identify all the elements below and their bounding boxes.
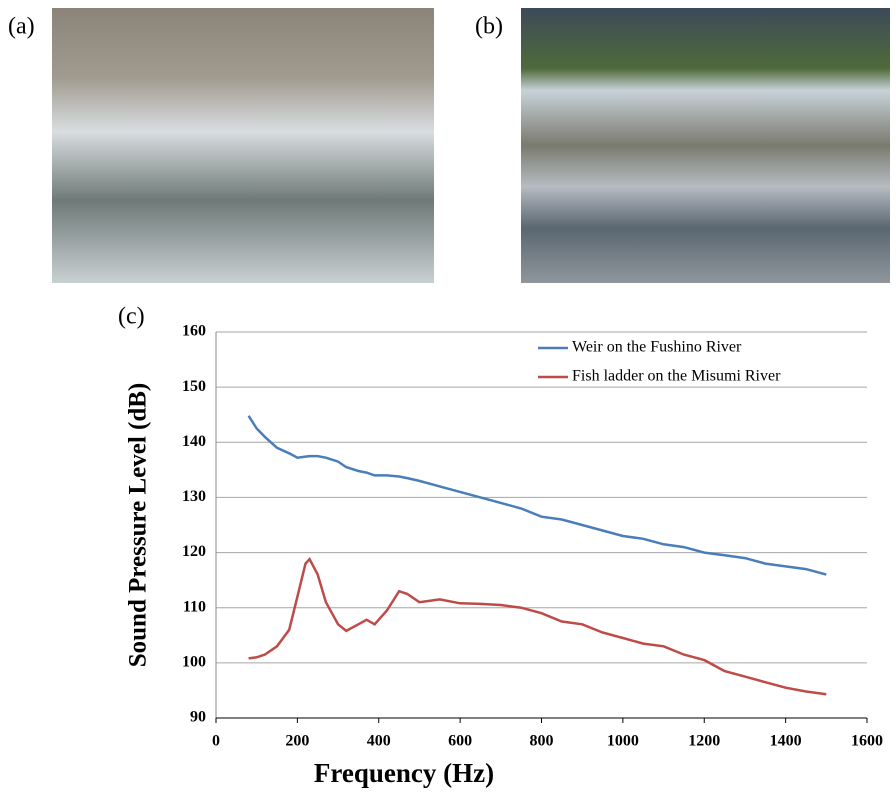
legend-label: Fish ladder on the Misumi River — [572, 368, 781, 385]
y-tick-label: 120 — [182, 543, 206, 560]
x-tick-label: 600 — [448, 733, 472, 750]
x-tick-label: 1200 — [688, 733, 720, 750]
y-tick-label: 160 — [182, 323, 206, 340]
x-tick-label: 800 — [530, 733, 554, 750]
panel-label: (b) — [475, 14, 503, 40]
x-tick-label: 1000 — [607, 733, 639, 750]
y-tick-label: 100 — [182, 654, 206, 671]
y-tick-label: 90 — [190, 709, 206, 726]
x-tick-label: 1600 — [851, 733, 883, 750]
x-tick-label: 1400 — [770, 733, 802, 750]
legend-label: Weir on the Fushino River — [572, 339, 742, 356]
x-tick-label: 0 — [212, 733, 220, 750]
y-tick-label: 130 — [182, 488, 206, 505]
panel-label: (a) — [8, 14, 35, 40]
photo-weir — [521, 8, 890, 283]
photo-fish-ladder — [52, 8, 434, 283]
series-line — [247, 415, 827, 576]
series-line — [248, 557, 827, 696]
x-tick-label: 400 — [367, 733, 391, 750]
y-tick-label: 110 — [183, 598, 206, 615]
y-axis-title: Sound Pressure Level (dB) — [125, 383, 152, 668]
x-tick-label: 200 — [285, 733, 309, 750]
x-axis-title: Frequency (Hz) — [314, 758, 494, 788]
y-tick-label: 140 — [182, 433, 206, 450]
y-tick-label: 150 — [182, 378, 206, 395]
panel-label: (c) — [118, 304, 145, 330]
